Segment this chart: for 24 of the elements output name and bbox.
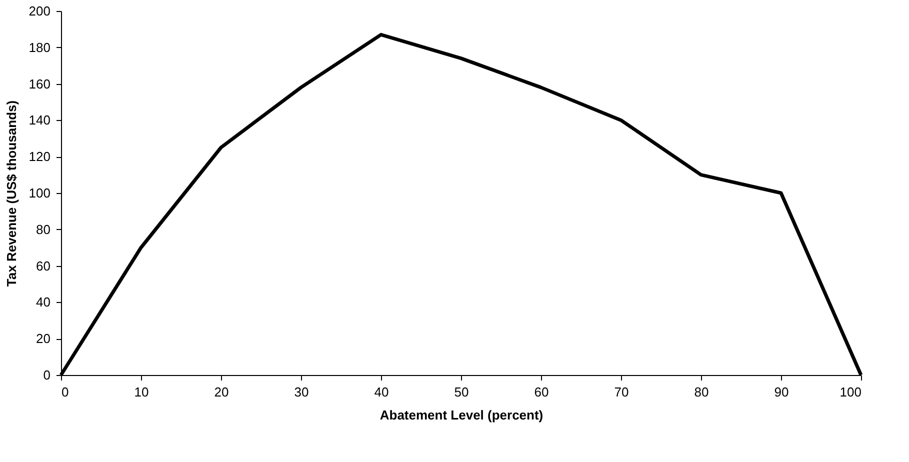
x-tick-label: 50 bbox=[454, 384, 469, 400]
y-tick-label: 80 bbox=[36, 222, 50, 237]
y-tick-label: 40 bbox=[36, 294, 50, 310]
x-tick-label: 10 bbox=[134, 384, 149, 400]
x-tick-label: 30 bbox=[294, 384, 309, 400]
x-tick-label: 70 bbox=[614, 384, 629, 400]
y-tick-label: 0 bbox=[43, 368, 50, 382]
x-tick-label: 60 bbox=[534, 384, 549, 400]
x-tick-label: 20 bbox=[214, 384, 229, 400]
y-tick-label: 20 bbox=[36, 331, 50, 346]
x-axis-title: Abatement Level (percent) bbox=[380, 408, 544, 422]
y-tick-label: 160 bbox=[28, 76, 50, 92]
x-tick-label: 0 bbox=[62, 384, 69, 400]
y-tick-label: 140 bbox=[28, 112, 50, 128]
x-tick-label: 40 bbox=[374, 384, 389, 400]
y-axis-title: Tax Revenue (US$ thousands) bbox=[4, 100, 19, 287]
x-tick-label: 80 bbox=[694, 384, 709, 400]
y-tick-label: 60 bbox=[36, 258, 50, 274]
x-tick-label: 100 bbox=[840, 384, 862, 400]
y-tick-label: 120 bbox=[28, 149, 50, 164]
y-tick-label: 200 bbox=[28, 4, 50, 18]
y-tick-label: 180 bbox=[28, 40, 50, 55]
x-tick-label: 90 bbox=[774, 384, 789, 400]
y-tick-label: 100 bbox=[28, 186, 50, 200]
